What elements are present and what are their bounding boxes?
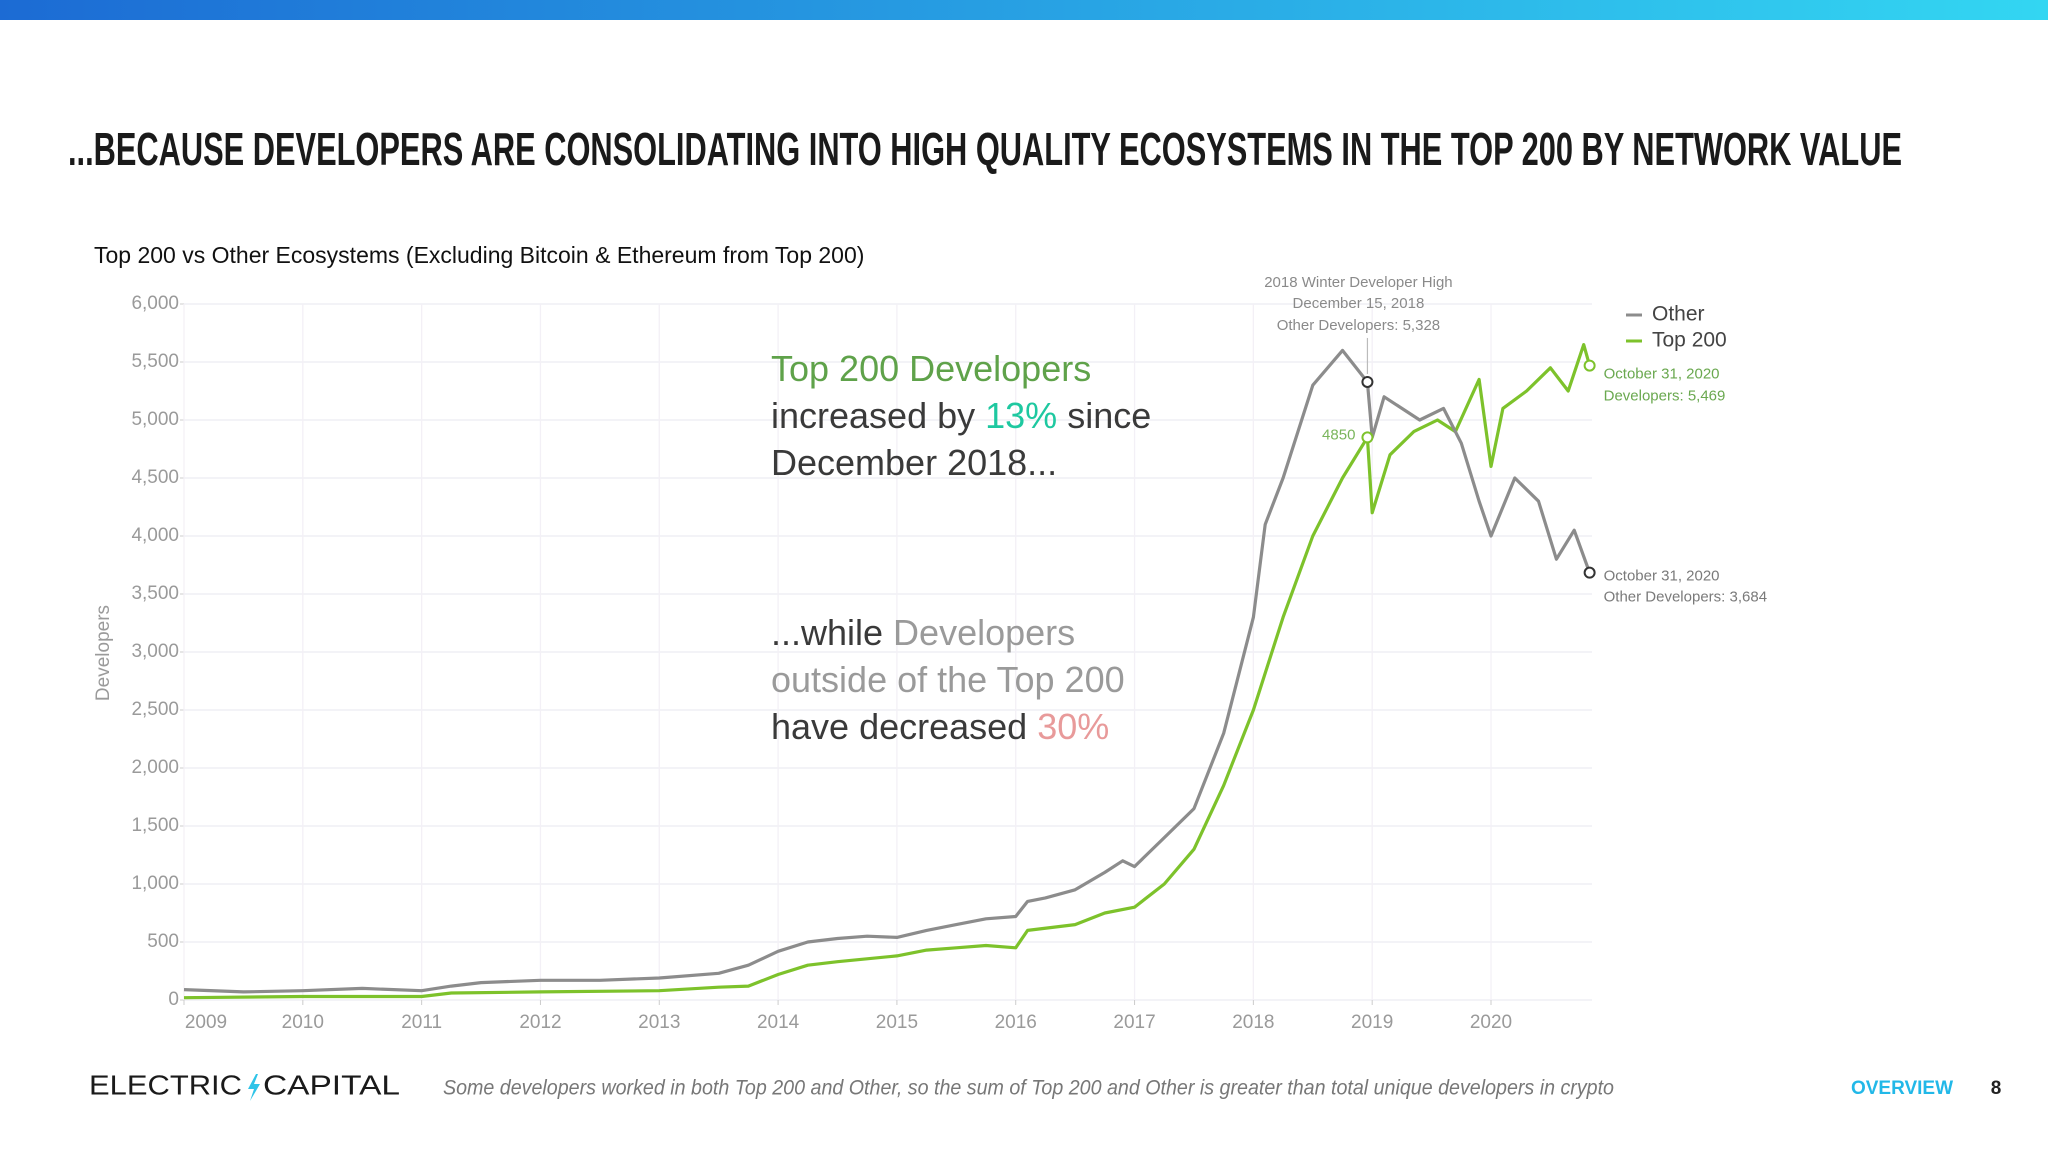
point-label: December 15, 2018 — [1293, 295, 1425, 312]
callout-line: ...while Developers — [771, 612, 1075, 653]
callout-text: December 2018... — [771, 442, 1057, 483]
callout-line: have decreased 30% — [771, 706, 1109, 747]
y-tick-label: 2,000 — [131, 757, 179, 778]
x-tick-label: 2012 — [519, 1012, 561, 1033]
y-tick-label: 1,000 — [131, 873, 179, 894]
callout-text: increased by — [771, 395, 985, 436]
point-marker — [1361, 431, 1374, 444]
logo-right: CAPITAL — [263, 1069, 400, 1100]
callout-text: outside of the Top 200 — [771, 659, 1125, 700]
x-tick-label: 2010 — [282, 1012, 324, 1033]
callout-text: since — [1057, 395, 1151, 436]
y-tick-label: 5,000 — [131, 409, 179, 430]
y-tick-label: 1,500 — [131, 815, 179, 836]
callout-text: have decreased — [771, 706, 1037, 747]
plot: 0 500 1,000 1,500 2,000 2,500 3,000 3,500 4,000 4… — [131, 274, 1767, 1033]
callout-line: increased by 13% since — [771, 395, 1151, 436]
y-tick-label: 3,500 — [131, 583, 179, 604]
point-label: 4850 — [1322, 426, 1355, 443]
x-tick-label: 2018 — [1232, 1012, 1274, 1033]
callout-text: Top 200 Developers — [771, 348, 1091, 389]
point-label: October 31, 2020 — [1604, 568, 1720, 585]
point-label: October 31, 2020 — [1604, 366, 1720, 383]
series-line — [183, 348, 1592, 994]
point-label: Other Developers: 5,328 — [1277, 317, 1440, 334]
x-tick-label: 2014 — [757, 1012, 800, 1033]
x-tick-label: 2019 — [1351, 1012, 1393, 1033]
callout-line: outside of the Top 200 — [771, 659, 1125, 700]
y-tick-label: 4,500 — [131, 467, 179, 488]
x-tick-label: 2011 — [401, 1012, 442, 1033]
callout-text: ...while — [771, 612, 893, 653]
y-tick-label: 500 — [147, 931, 179, 952]
callout-text: 13% — [985, 395, 1057, 436]
top-bar — [0, 0, 2048, 20]
point-marker — [1583, 359, 1596, 372]
logo-left: ELECTRIC — [89, 1069, 242, 1100]
logo-bolt — [248, 1074, 260, 1101]
legend-label: Top 200 — [1652, 329, 1727, 352]
x-tick-label: 2013 — [638, 1012, 680, 1033]
x-tick-label: 2009 — [185, 1012, 227, 1033]
y-tick-label: 5,500 — [131, 351, 179, 372]
y-tick-label: 3,000 — [131, 641, 179, 662]
page-number: 8 — [1991, 1078, 2002, 1099]
slide-title: ...BECAUSE DEVELOPERS ARE CONSOLIDATING … — [68, 123, 1902, 175]
callout-text: 30% — [1037, 706, 1109, 747]
x-tick-label: 2020 — [1470, 1012, 1512, 1033]
y-tick-label: 4,000 — [131, 525, 179, 546]
y-axis-label: Developers — [93, 605, 114, 701]
callout-text: Developers — [893, 612, 1075, 653]
callout-line: December 2018... — [771, 442, 1057, 483]
point-marker — [1583, 566, 1596, 579]
x-tick-label: 2017 — [1113, 1012, 1155, 1033]
point-label: Other Developers: 3,684 — [1604, 589, 1767, 606]
x-tick-label: 2015 — [876, 1012, 918, 1033]
footnote: Some developers worked in both Top 200 a… — [443, 1077, 1614, 1100]
series-line — [183, 343, 1592, 1000]
point-label: Developers: 5,469 — [1604, 388, 1726, 405]
y-tick-label: 2,500 — [131, 699, 179, 720]
y-tick-label: 6,000 — [131, 293, 179, 314]
x-tick-label: 2016 — [995, 1012, 1037, 1033]
section-link[interactable]: OVERVIEW — [1851, 1078, 1953, 1099]
legend-label: Other — [1652, 303, 1705, 326]
point-marker — [1361, 375, 1374, 388]
point-label: 2018 Winter Developer High — [1264, 274, 1452, 291]
callout-line: Top 200 Developers — [771, 348, 1091, 389]
y-tick-label: 0 — [168, 989, 179, 1010]
chart-title: Top 200 vs Other Ecosystems (Excluding B… — [94, 242, 864, 268]
